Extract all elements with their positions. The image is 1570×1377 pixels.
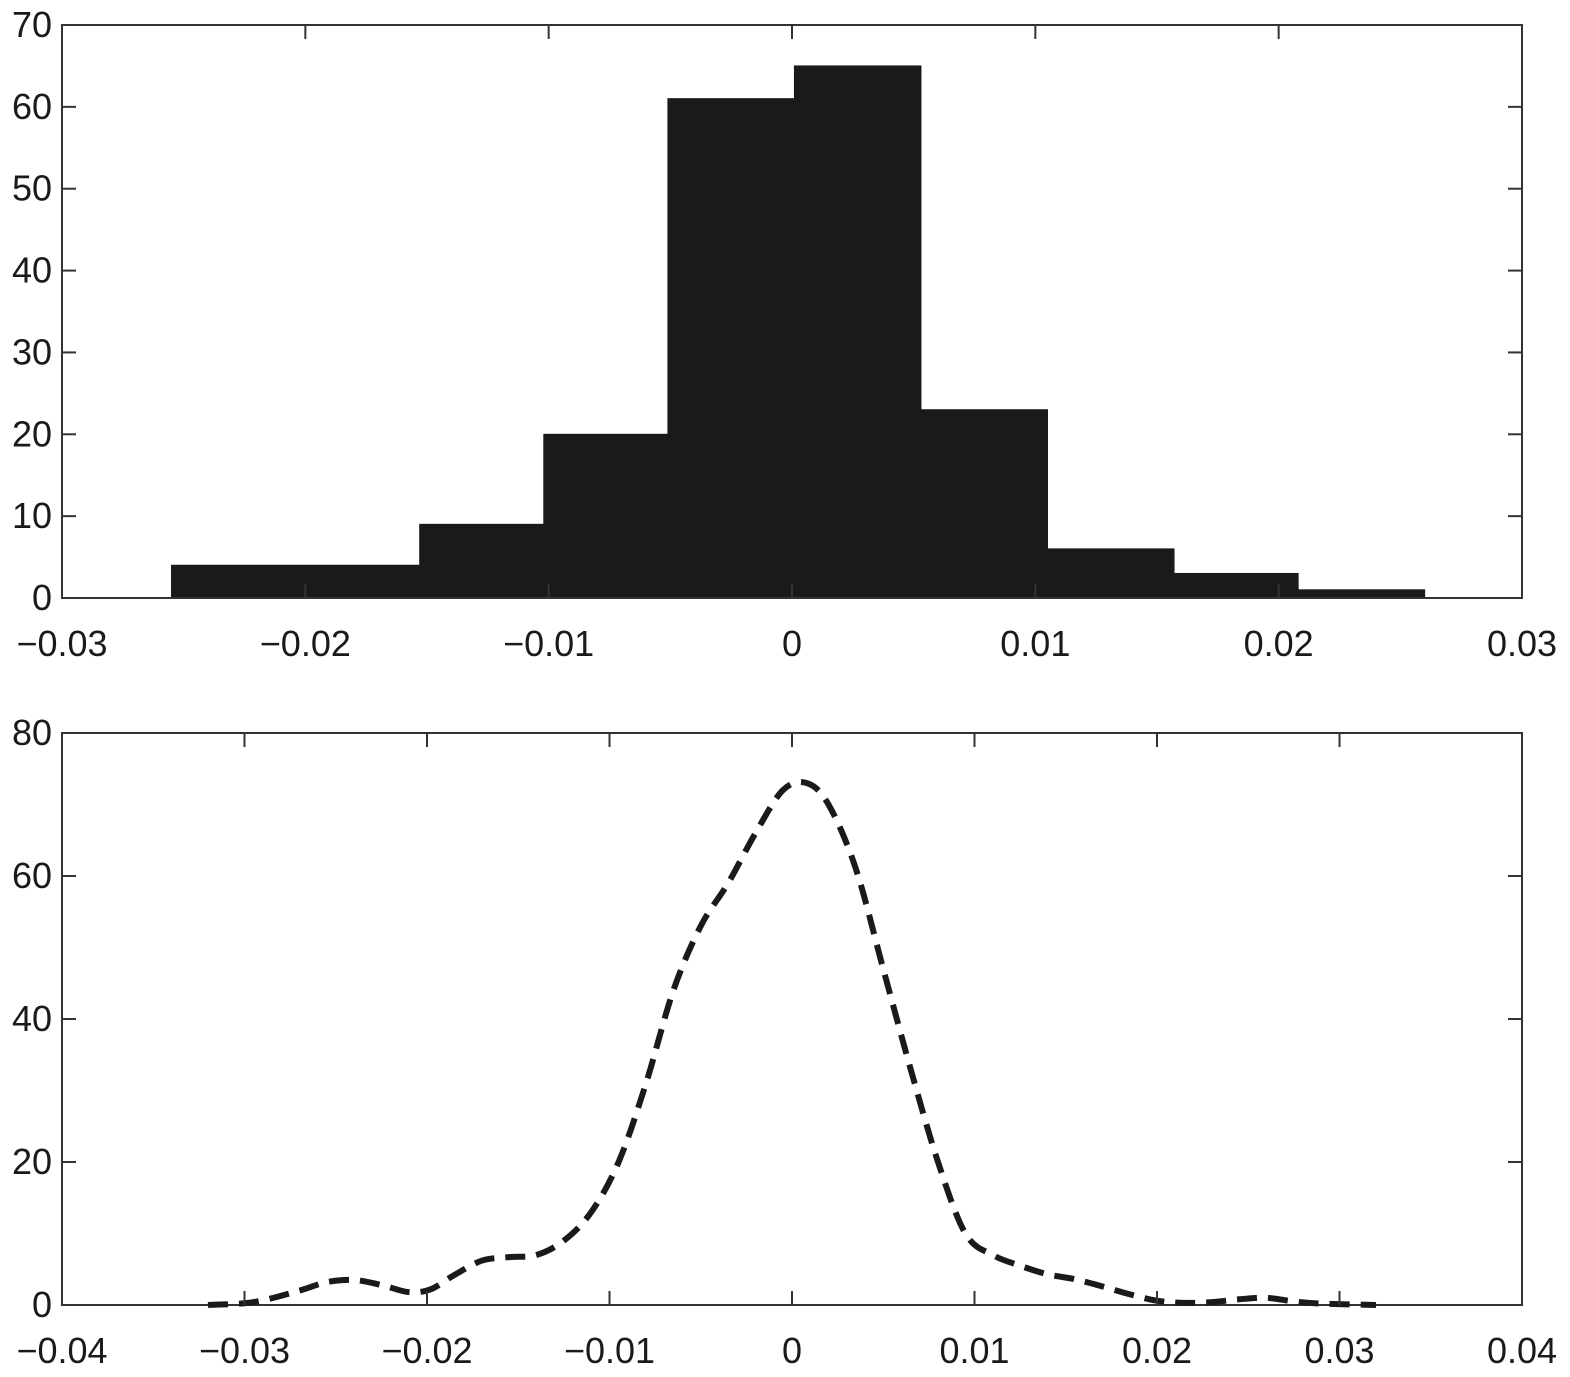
- x-tick-label: −0.01: [564, 1330, 655, 1371]
- x-tick-label: 0.01: [1000, 623, 1070, 664]
- x-tick-label: −0.01: [503, 623, 594, 664]
- plot-frame: [61, 732, 1523, 1306]
- x-tick-label: 0.02: [1122, 1330, 1192, 1371]
- x-tick-label: 0: [782, 1330, 802, 1371]
- x-tick-label: 0.01: [939, 1330, 1009, 1371]
- histogram-bar: [920, 409, 1049, 599]
- y-tick-label: 60: [12, 855, 52, 896]
- x-tick-label: 0.03: [1487, 623, 1557, 664]
- y-tick-label: 80: [12, 712, 52, 753]
- y-tick-label: 40: [12, 250, 52, 291]
- x-tick-label: −0.03: [16, 623, 107, 664]
- x-tick-label: 0.03: [1304, 1330, 1374, 1371]
- histogram-bar: [543, 433, 669, 599]
- x-tick-label: 0.02: [1244, 623, 1314, 664]
- y-tick-label: 70: [12, 4, 52, 45]
- y-tick-label: 40: [12, 998, 52, 1039]
- y-tick-label: 30: [12, 331, 52, 372]
- histogram-bar: [171, 564, 421, 599]
- density-panel: −0.04 −0.03 −0.02 −0.01 0 0.01 0.02 0.03 0.04 0 20…: [12, 712, 1557, 1371]
- x-tick-label: −0.03: [199, 1330, 290, 1371]
- y-tick-label: 0: [32, 1284, 52, 1325]
- histogram-bar: [667, 98, 795, 599]
- x-tick-label: 0: [782, 623, 802, 664]
- histogram-bar: [793, 65, 922, 599]
- y-tick-label: 0: [32, 577, 52, 618]
- density-curve: [207, 778, 1377, 1308]
- x-tick-label: 0.04: [1487, 1330, 1557, 1371]
- y-tick-label: 20: [12, 1141, 52, 1182]
- y-tick-label: 20: [12, 413, 52, 454]
- histogram-panel: −0.03 −0.02 −0.01 0 0.01 0.02 0.03 0 10 20 30 40 50 6…: [12, 4, 1557, 664]
- histogram-bar: [1047, 548, 1175, 599]
- y-tick-label: 50: [12, 168, 52, 209]
- histogram-bar: [1173, 572, 1299, 599]
- y-tick-label: 60: [12, 86, 52, 127]
- x-tick-label: −0.04: [16, 1330, 107, 1371]
- y-tick-label: 10: [12, 495, 52, 536]
- histogram-bar: [1297, 589, 1426, 599]
- histogram-bar: [419, 523, 545, 599]
- x-tick-label: −0.02: [381, 1330, 472, 1371]
- x-tick-label: −0.02: [260, 623, 351, 664]
